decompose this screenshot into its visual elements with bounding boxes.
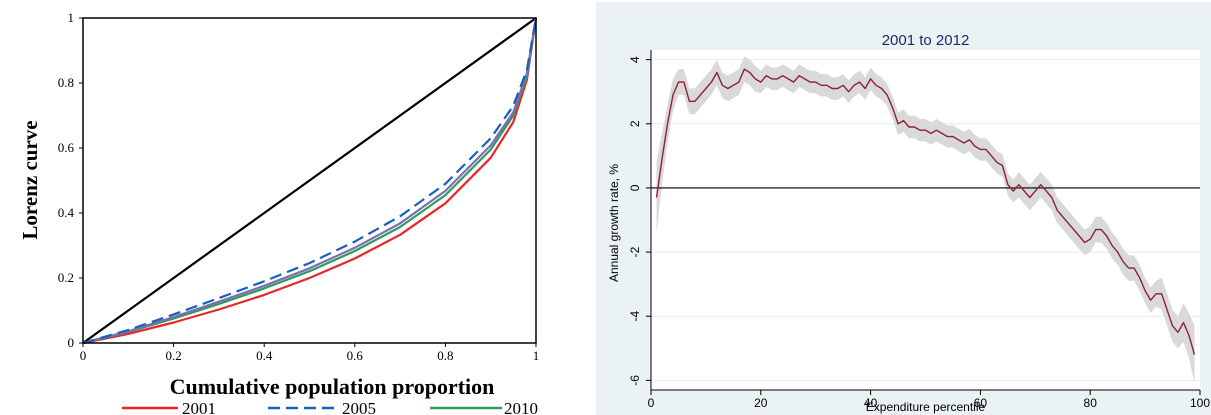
legend-label: 2010 — [504, 399, 538, 415]
y-tick-label: 0.4 — [58, 205, 75, 220]
y-tick-label: -4 — [628, 311, 642, 322]
y-tick-label: -2 — [628, 246, 642, 257]
lorenz-series-line — [82, 17, 538, 345]
x-tick-label: 0.4 — [256, 348, 273, 363]
x-axis-title: Expenditure percentile — [866, 400, 986, 414]
x-tick-label: 60 — [974, 396, 988, 410]
y-tick-label: 2 — [628, 120, 642, 127]
y-tick-label: 0.6 — [58, 140, 75, 155]
lorenz-series-line — [82, 17, 538, 345]
x-tick-label: 0.2 — [165, 348, 181, 363]
x-tick-label: 1 — [533, 348, 540, 363]
equality-line — [82, 17, 537, 344]
y-tick-label: 0.8 — [58, 75, 74, 90]
lorenz-series-line — [82, 17, 538, 345]
plot-frame — [82, 17, 537, 344]
y-tick-label: 0 — [68, 335, 75, 350]
x-tick-label: 0.8 — [437, 348, 453, 363]
x-tick-label: 20 — [754, 396, 768, 410]
chart-title: 2001 to 2012 — [882, 32, 970, 49]
lorenz-curve-chart: 0 0.2 0.4 0.6 0.8 1 0 0.2 0.4 0.6 0.8 1 Cumulative p… — [18, 10, 540, 415]
x-tick-label: 0 — [80, 348, 87, 363]
x-axis-title: Cumulative population proportion — [170, 374, 495, 399]
y-tick-label: 1 — [68, 10, 75, 25]
x-tick-label: 80 — [1084, 396, 1098, 410]
y-axis-title: Annual growth rate, % — [607, 164, 621, 282]
y-tick-label: -6 — [628, 375, 642, 386]
growth-series-line — [655, 68, 1196, 355]
x-tick-label: 100 — [1190, 396, 1210, 410]
confidence-band — [656, 56, 1195, 384]
lorenz-series-line — [82, 17, 538, 345]
legend-label: 2001 — [182, 399, 216, 415]
y-tick-label: 0 — [628, 184, 642, 191]
x-tick-label: 0 — [648, 396, 655, 410]
y-tick-label: 4 — [628, 56, 642, 63]
plot-area — [651, 50, 1200, 390]
y-axis-title: Lorenz curve — [18, 120, 42, 239]
legend-label: 2005 — [342, 399, 376, 415]
y-tick-label: 0.2 — [58, 270, 74, 285]
x-tick-label: 0.6 — [347, 348, 364, 363]
x-tick-label: 40 — [864, 396, 878, 410]
